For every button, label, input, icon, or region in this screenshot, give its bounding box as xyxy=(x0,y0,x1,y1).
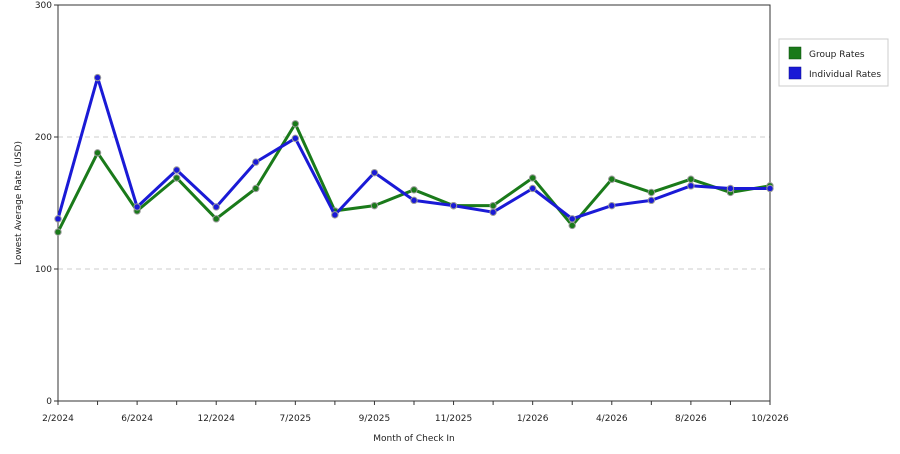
x-tick-label: 1/2026 xyxy=(517,414,549,424)
data-point-individual-rates xyxy=(370,168,379,177)
data-point-group-rates xyxy=(647,188,656,197)
x-tick-label: 6/2024 xyxy=(121,414,153,424)
data-point-individual-rates xyxy=(687,182,695,190)
y-tick-labels: 0 100 200 300 xyxy=(35,1,58,407)
y-tick-label: 0 xyxy=(46,397,52,407)
data-point-individual-rates xyxy=(212,203,220,211)
legend-label-group-rates: Group Rates xyxy=(809,50,865,60)
legend-swatch-individual-rates xyxy=(788,66,802,80)
series-line-group-rates xyxy=(56,122,771,233)
x-axis-title: Month of Check In xyxy=(373,434,455,444)
y-tick-label: 100 xyxy=(35,265,52,275)
data-point-individual-rates xyxy=(172,166,181,174)
x-tick-label: 4/2026 xyxy=(596,414,628,424)
data-point-group-rates xyxy=(687,175,695,183)
legend-label-individual-rates: Individual Rates xyxy=(809,70,881,80)
data-point-individual-rates xyxy=(528,184,537,193)
data-point-individual-rates xyxy=(726,184,735,193)
data-point-individual-rates xyxy=(133,203,141,211)
data-point-individual-rates xyxy=(54,215,62,223)
data-point-individual-rates xyxy=(766,184,774,193)
x-tick-label: 8/2026 xyxy=(675,414,707,424)
data-point-individual-rates xyxy=(252,158,260,166)
data-point-group-rates xyxy=(568,221,576,230)
data-point-individual-rates xyxy=(647,196,656,205)
gridlines xyxy=(58,136,770,270)
data-point-individual-rates xyxy=(410,196,418,205)
data-point-group-rates xyxy=(608,175,616,183)
x-tick-label: 11/2025 xyxy=(435,414,472,424)
data-point-group-rates xyxy=(489,201,497,210)
data-point-group-rates xyxy=(172,174,181,182)
data-point-individual-rates xyxy=(449,201,458,210)
data-point-individual-rates xyxy=(489,208,497,216)
x-tick-label: 9/2025 xyxy=(359,414,391,424)
data-point-individual-rates xyxy=(93,73,102,82)
x-tick-label: 10/2026 xyxy=(751,414,789,424)
x-tick-label: 12/2024 xyxy=(198,414,236,424)
data-point-group-rates xyxy=(212,215,220,223)
data-point-group-rates xyxy=(410,186,418,194)
y-tick-label: 200 xyxy=(35,133,52,143)
legend: Group Rates Individual Rates xyxy=(778,38,889,87)
data-point-individual-rates xyxy=(331,211,339,219)
x-tick-label: 2/2024 xyxy=(42,414,74,424)
y-axis-title: Lowest Average Rate (USD) xyxy=(14,141,24,265)
y-tick-label: 300 xyxy=(35,1,52,11)
x-tick-labels: 2/2024 6/2024 12/2024 7/2025 9/2025 11/2025 1/… xyxy=(42,401,789,424)
data-point-group-rates xyxy=(252,184,260,193)
data-point-group-rates xyxy=(370,201,379,210)
x-tick-label: 7/2025 xyxy=(279,414,311,424)
data-point-individual-rates xyxy=(568,215,576,223)
data-point-group-rates xyxy=(93,149,102,157)
data-point-group-rates xyxy=(54,228,62,236)
legend-swatch-group-rates xyxy=(788,46,802,60)
data-point-group-rates xyxy=(528,174,537,182)
series-lines xyxy=(54,73,774,236)
data-point-individual-rates xyxy=(608,201,616,210)
data-point-group-rates xyxy=(291,120,300,128)
data-point-individual-rates xyxy=(291,134,300,143)
